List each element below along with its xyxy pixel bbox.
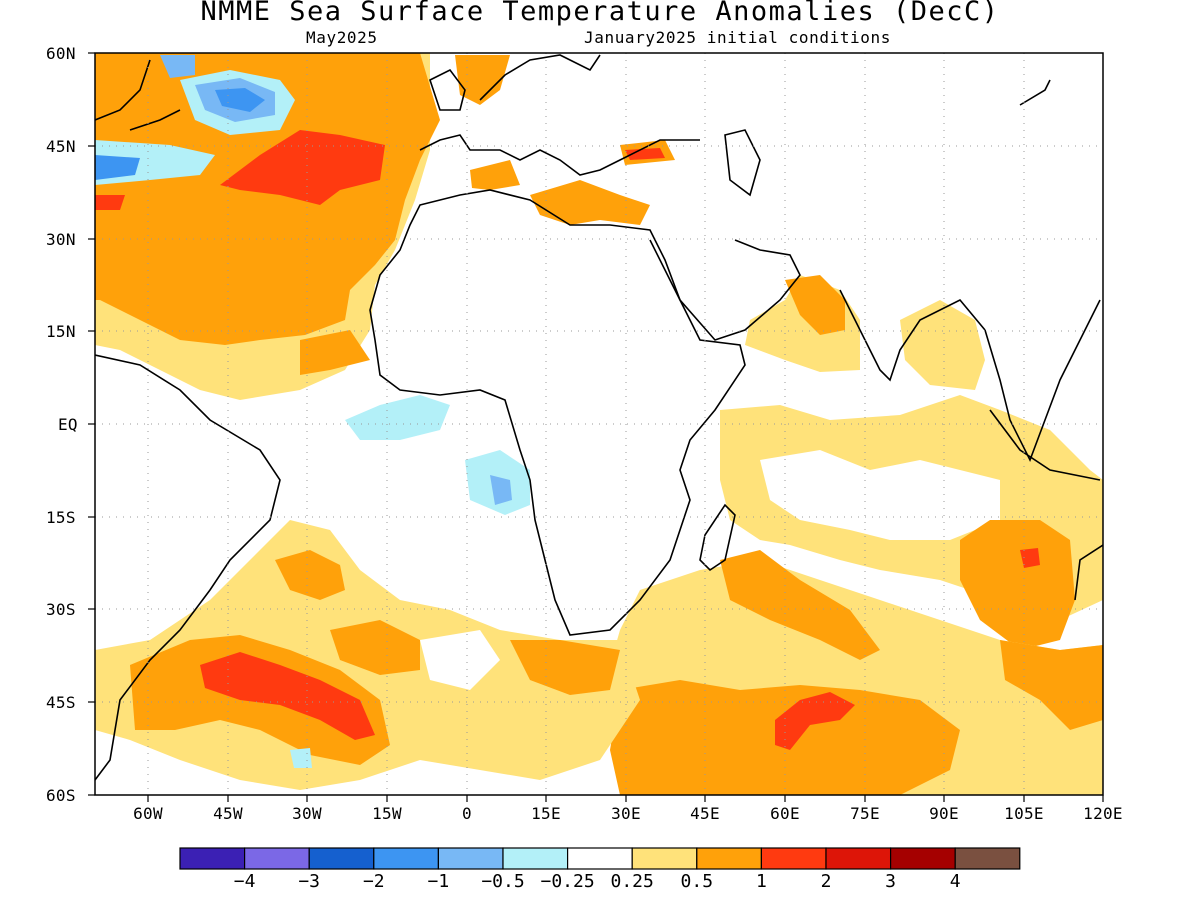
w-mediterranean-warm <box>470 160 520 190</box>
lat-label-eq: EQ <box>58 415 78 434</box>
lon-label-60w: 60W <box>133 804 163 823</box>
colorbar-label-0-25: 0.25 <box>610 871 654 892</box>
s-america-coast <box>95 354 281 781</box>
colorbar-swatch-12 <box>954 847 1021 870</box>
colorbar-label-4: 4 <box>949 871 961 892</box>
lat-label-30n: 30N <box>46 230 76 249</box>
colorbar-swatch-6 <box>566 847 633 870</box>
lon-label-45e: 45E <box>690 804 720 823</box>
lon-label-105e: 105E <box>1004 804 1044 823</box>
colorbar-swatch-7 <box>631 847 698 870</box>
lon-label-0: 0 <box>462 804 472 823</box>
north-sea-warm <box>455 55 510 105</box>
indonesia-coast <box>989 409 1101 481</box>
n-atlantic-warm-moderate <box>95 53 440 345</box>
colorbar-label-1: 1 <box>755 871 767 892</box>
e-indian-strong <box>1020 548 1040 568</box>
lon-label-60e: 60E <box>770 804 800 823</box>
colorbar-swatch-11 <box>889 847 956 870</box>
colorbar-swatch-4 <box>437 847 504 870</box>
lat-label-45s: 45S <box>46 693 76 712</box>
africa-coast <box>369 189 746 636</box>
s-indian-warm-moderate <box>720 550 880 660</box>
colorbar-label-neg0-25: −0.25 <box>540 871 595 892</box>
s-atlantic-warm-moderate-2 <box>275 550 345 600</box>
mediterranean-warm <box>530 180 650 225</box>
coastlines <box>95 54 1103 781</box>
n-atlantic-warm-strong <box>220 130 385 205</box>
colorbar-swatch-3 <box>373 847 439 870</box>
lat-label-60s: 60S <box>46 786 76 805</box>
lat-label-45n: 45N <box>46 137 76 156</box>
n-atlantic-warm-strong-2 <box>95 195 125 210</box>
axis-ticks <box>88 52 1104 802</box>
lon-label-30e: 30E <box>611 804 641 823</box>
lon-label-30w: 30W <box>292 804 322 823</box>
colorbar-label-neg0-5: −0.5 <box>481 871 525 892</box>
initial-conditions-label: January2025 initial conditions <box>584 28 891 47</box>
colorbar <box>179 847 1021 870</box>
target-month-label: May2025 <box>306 28 378 47</box>
colorbar-swatch-1 <box>244 847 310 870</box>
lat-label-15s: 15S <box>46 508 76 527</box>
australia-coast <box>1074 544 1103 601</box>
lon-label-75e: 75E <box>850 804 880 823</box>
scandinavia-coast <box>479 54 601 101</box>
n-america-coast <box>95 59 181 131</box>
madagascar-coast <box>699 503 736 572</box>
colorbar-label-neg1: −1 <box>427 871 450 892</box>
gulf-of-guinea-cool <box>345 395 450 440</box>
n-atlantic-warm-moderate-2 <box>300 330 370 375</box>
s-indian-strong <box>775 692 855 750</box>
colorbar-swatch-8 <box>696 847 762 870</box>
labrador-cool-strong <box>215 88 265 112</box>
colorbar-label-neg2: −2 <box>362 871 385 892</box>
colorbar-swatch-0 <box>179 847 246 870</box>
colorbar-swatch-5 <box>502 847 569 870</box>
colorbar-swatch-10 <box>825 847 892 870</box>
bay-of-bengal-warm <box>900 300 985 390</box>
newfoundland-cool-moderate <box>160 55 195 78</box>
arabian-sea-warm-moderate <box>785 275 845 335</box>
s-atlantic-warm-moderate-4 <box>510 640 620 695</box>
black-sea-strong <box>625 148 665 160</box>
angola-cool-moderate <box>490 475 512 505</box>
colorbar-label-2: 2 <box>820 871 832 892</box>
europe-coast <box>419 134 700 176</box>
lon-label-15e: 15E <box>531 804 561 823</box>
map-title: NMME Sea Surface Temperature Anomalies (… <box>200 0 1000 27</box>
colorbar-label-neg3: −3 <box>298 871 321 892</box>
s-atlantic-warm-moderate-3 <box>330 620 420 675</box>
colorbar-swatch-2 <box>308 847 375 870</box>
lat-label-30s: 30S <box>46 600 76 619</box>
colorbar-label-0-5: 0.5 <box>680 871 714 892</box>
lon-label-90e: 90E <box>929 804 959 823</box>
s-atlantic-white-patch <box>420 630 500 690</box>
lon-label-120e: 120E <box>1083 804 1123 823</box>
tropical-indian-white <box>760 450 1000 540</box>
nw-atlantic-cool-strong <box>95 155 140 180</box>
s-atlantic-strong <box>200 652 375 740</box>
lon-label-15w: 15W <box>372 804 402 823</box>
arabia-coast <box>649 239 801 341</box>
lat-label-15n: 15N <box>46 322 76 341</box>
s-indian-warm-moderate-3 <box>1000 640 1103 730</box>
e-indian-warm <box>960 520 1075 650</box>
graticule <box>95 53 1103 795</box>
colorbar-label-3: 3 <box>885 871 897 892</box>
caspian-coast <box>724 129 761 197</box>
uk-coast <box>429 68 466 111</box>
india-coast <box>839 289 986 382</box>
japan-coast <box>1019 79 1051 106</box>
colorbar-label-neg4: −4 <box>233 871 256 892</box>
lat-label-60n: 60N <box>46 44 76 63</box>
se-asia-coast <box>984 299 1101 462</box>
lon-label-45w: 45W <box>213 804 243 823</box>
colorbar-swatch-9 <box>760 847 827 870</box>
